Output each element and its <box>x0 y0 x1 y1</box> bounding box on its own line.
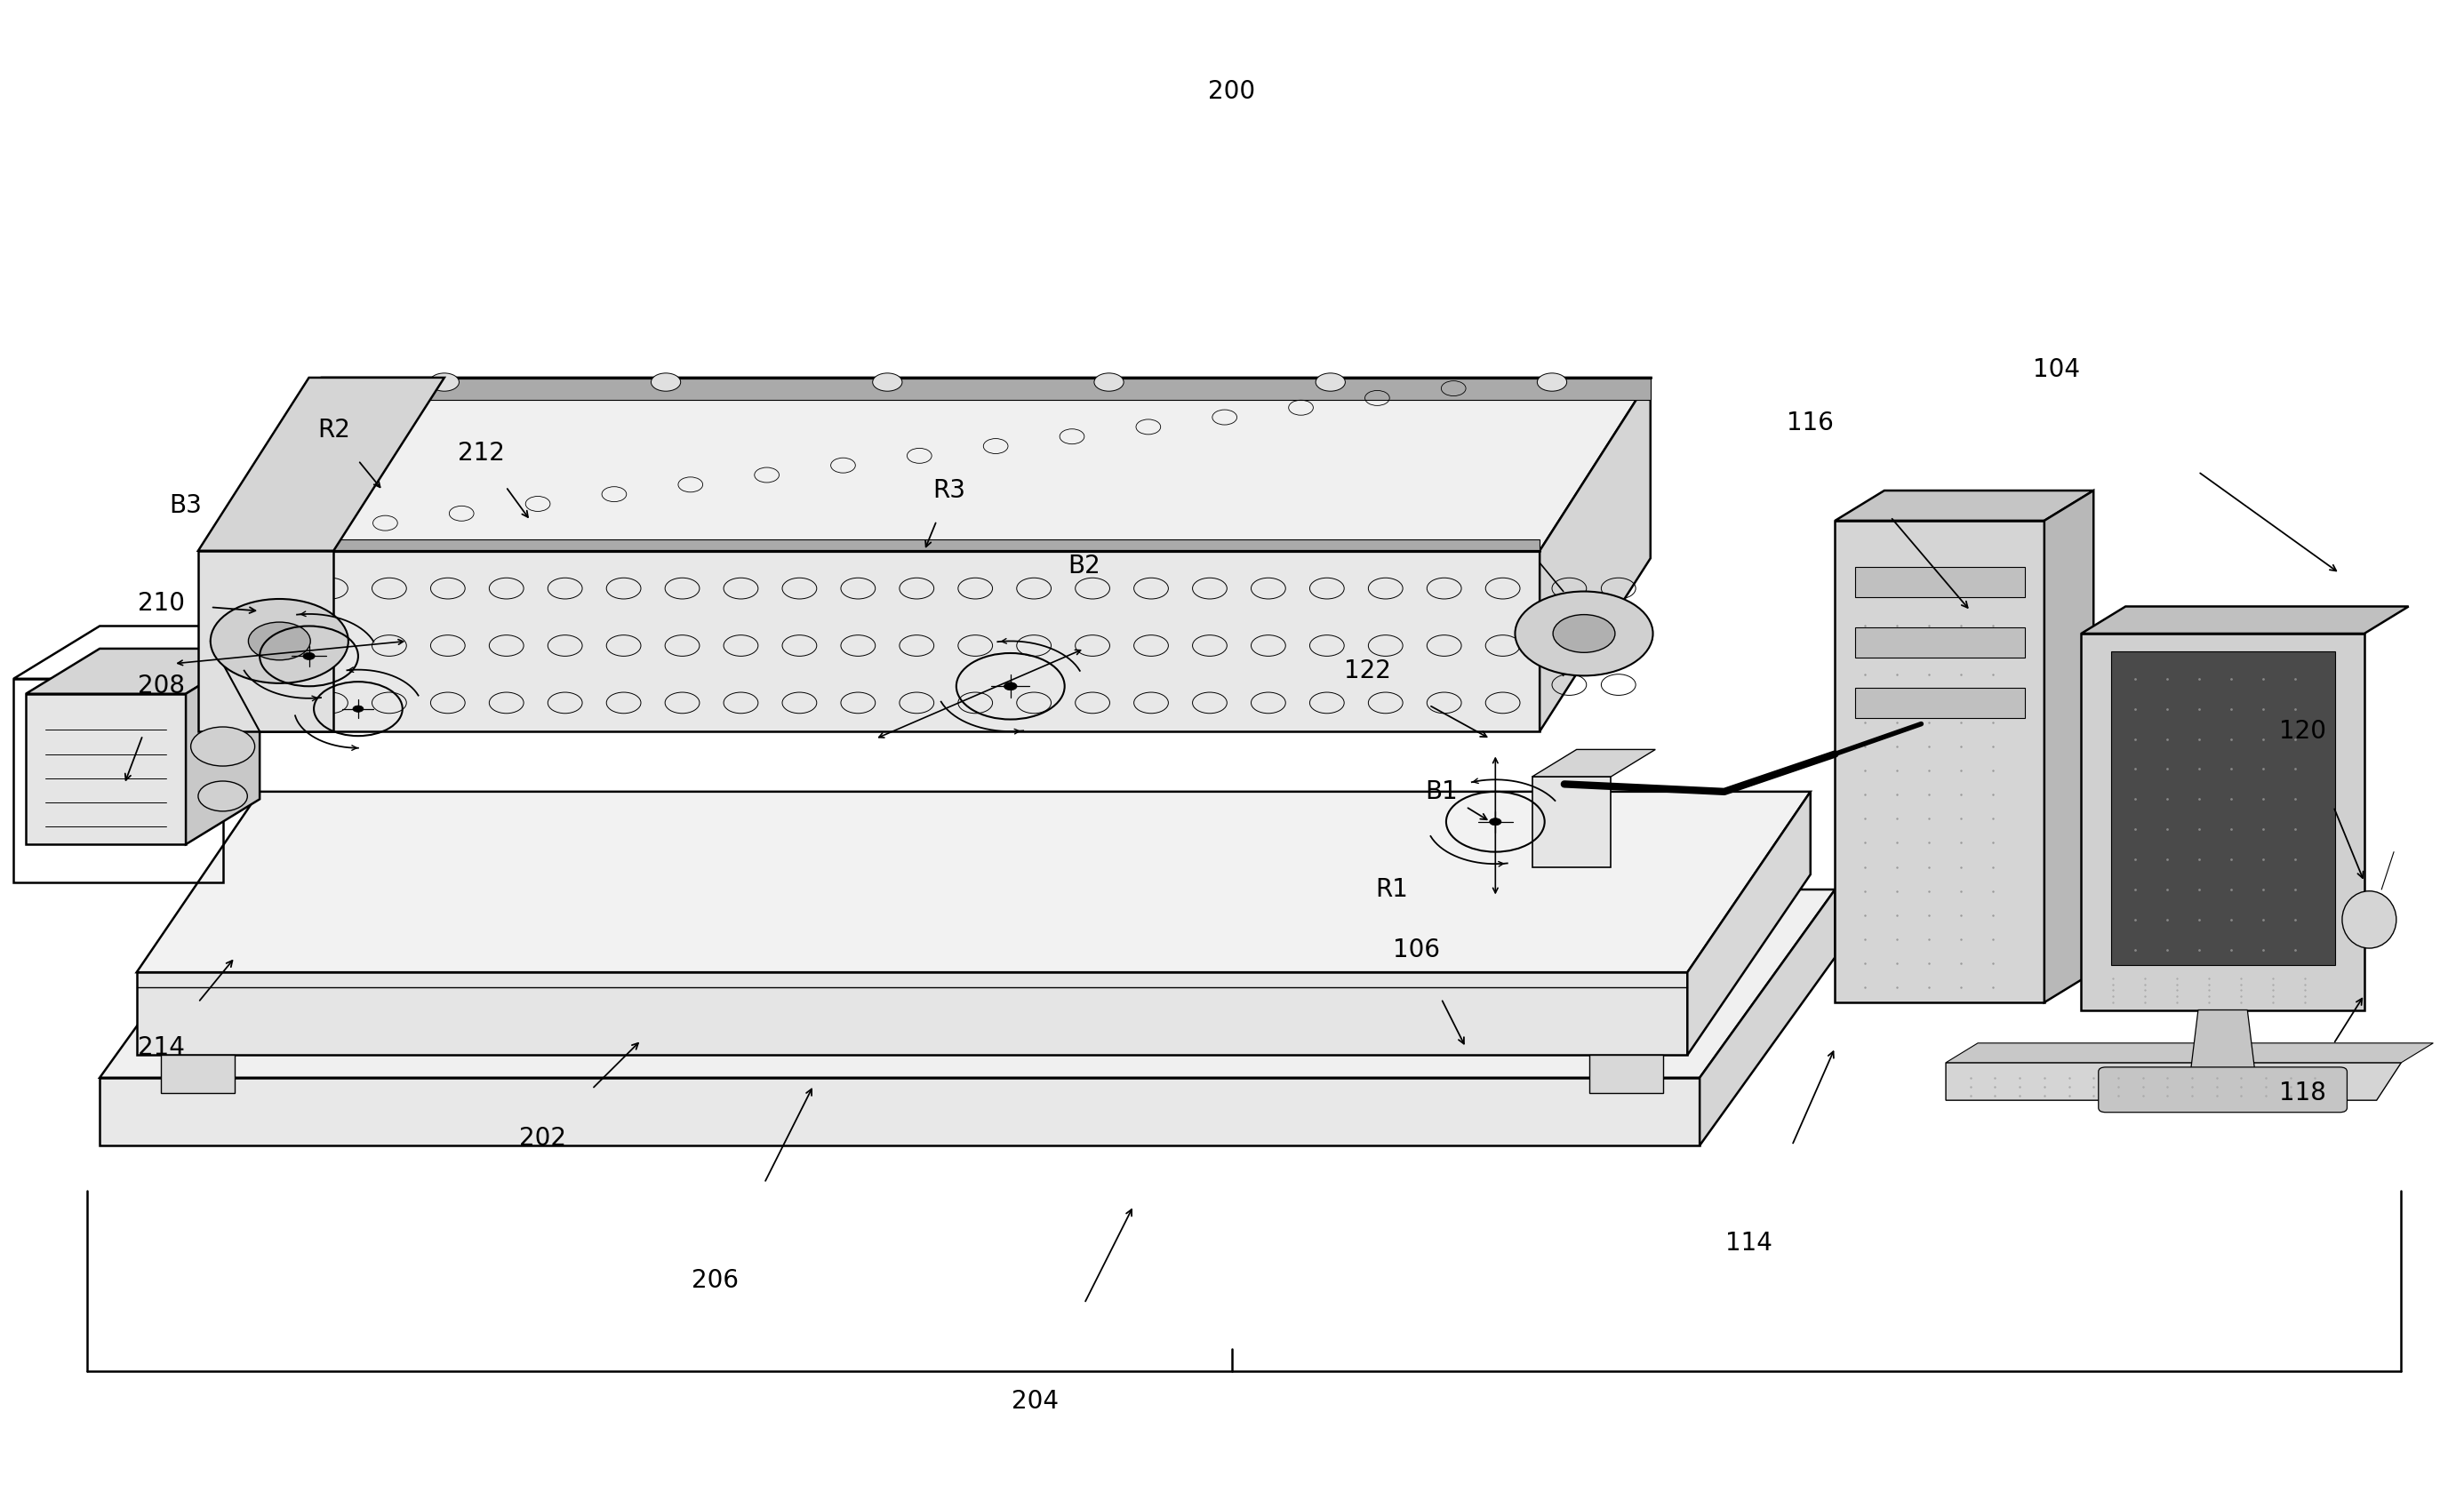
Polygon shape <box>136 792 1811 973</box>
Ellipse shape <box>2343 891 2397 949</box>
Circle shape <box>190 727 254 766</box>
Polygon shape <box>185 648 259 844</box>
Circle shape <box>1538 372 1567 391</box>
Text: 118: 118 <box>2279 1080 2326 1105</box>
Text: R3: R3 <box>931 478 966 504</box>
Text: 214: 214 <box>138 1034 185 1060</box>
Polygon shape <box>1533 777 1611 867</box>
Text: R1: R1 <box>1375 878 1409 902</box>
Text: R2: R2 <box>318 418 350 443</box>
Polygon shape <box>1836 490 2094 520</box>
Circle shape <box>1094 372 1124 391</box>
Text: 200: 200 <box>1207 78 1257 104</box>
Circle shape <box>1488 819 1501 825</box>
Polygon shape <box>25 694 185 844</box>
Circle shape <box>1515 591 1653 676</box>
FancyBboxPatch shape <box>1855 688 2025 718</box>
Circle shape <box>303 653 315 661</box>
Circle shape <box>872 372 902 391</box>
Polygon shape <box>209 377 1651 550</box>
Polygon shape <box>2045 490 2094 1003</box>
Polygon shape <box>1700 890 1836 1146</box>
Polygon shape <box>1589 1056 1663 1093</box>
Circle shape <box>650 372 680 391</box>
Polygon shape <box>197 377 444 550</box>
Text: 210: 210 <box>138 591 185 615</box>
Polygon shape <box>2112 651 2336 965</box>
Circle shape <box>209 599 347 683</box>
Polygon shape <box>2082 633 2365 1010</box>
Polygon shape <box>197 550 333 731</box>
Polygon shape <box>1947 1063 2402 1101</box>
Text: 104: 104 <box>2033 357 2080 383</box>
Polygon shape <box>1540 377 1651 731</box>
Text: 122: 122 <box>1343 659 1390 683</box>
Polygon shape <box>1688 792 1811 1056</box>
Text: 202: 202 <box>520 1125 567 1151</box>
Text: 206: 206 <box>692 1268 739 1294</box>
Text: B3: B3 <box>170 493 202 519</box>
Polygon shape <box>209 377 320 731</box>
Text: B2: B2 <box>1067 553 1101 578</box>
Circle shape <box>249 623 310 661</box>
Text: 106: 106 <box>1392 938 1439 962</box>
FancyBboxPatch shape <box>1855 627 2025 657</box>
Polygon shape <box>1947 1044 2434 1063</box>
Circle shape <box>1552 615 1614 653</box>
Polygon shape <box>25 648 259 694</box>
Circle shape <box>197 781 246 811</box>
Text: 114: 114 <box>1725 1231 1772 1256</box>
Polygon shape <box>209 550 1540 731</box>
Text: 208: 208 <box>138 674 185 698</box>
Circle shape <box>1316 372 1345 391</box>
Circle shape <box>352 706 365 712</box>
FancyBboxPatch shape <box>2099 1068 2348 1113</box>
Polygon shape <box>2082 606 2410 633</box>
Polygon shape <box>99 1078 1700 1146</box>
Text: 212: 212 <box>458 440 505 466</box>
Polygon shape <box>136 973 1688 1056</box>
Text: 116: 116 <box>1786 410 1833 436</box>
Polygon shape <box>99 890 1836 1078</box>
FancyBboxPatch shape <box>1855 567 2025 597</box>
Text: B1: B1 <box>1424 780 1459 804</box>
Polygon shape <box>2190 1010 2255 1071</box>
Polygon shape <box>1836 520 2045 1003</box>
Circle shape <box>1003 682 1018 691</box>
Polygon shape <box>320 377 1651 400</box>
Polygon shape <box>160 1056 234 1093</box>
Polygon shape <box>1533 749 1656 777</box>
Text: 204: 204 <box>1013 1389 1060 1415</box>
Polygon shape <box>209 540 1540 550</box>
Circle shape <box>429 372 458 391</box>
Text: 120: 120 <box>2279 719 2326 743</box>
